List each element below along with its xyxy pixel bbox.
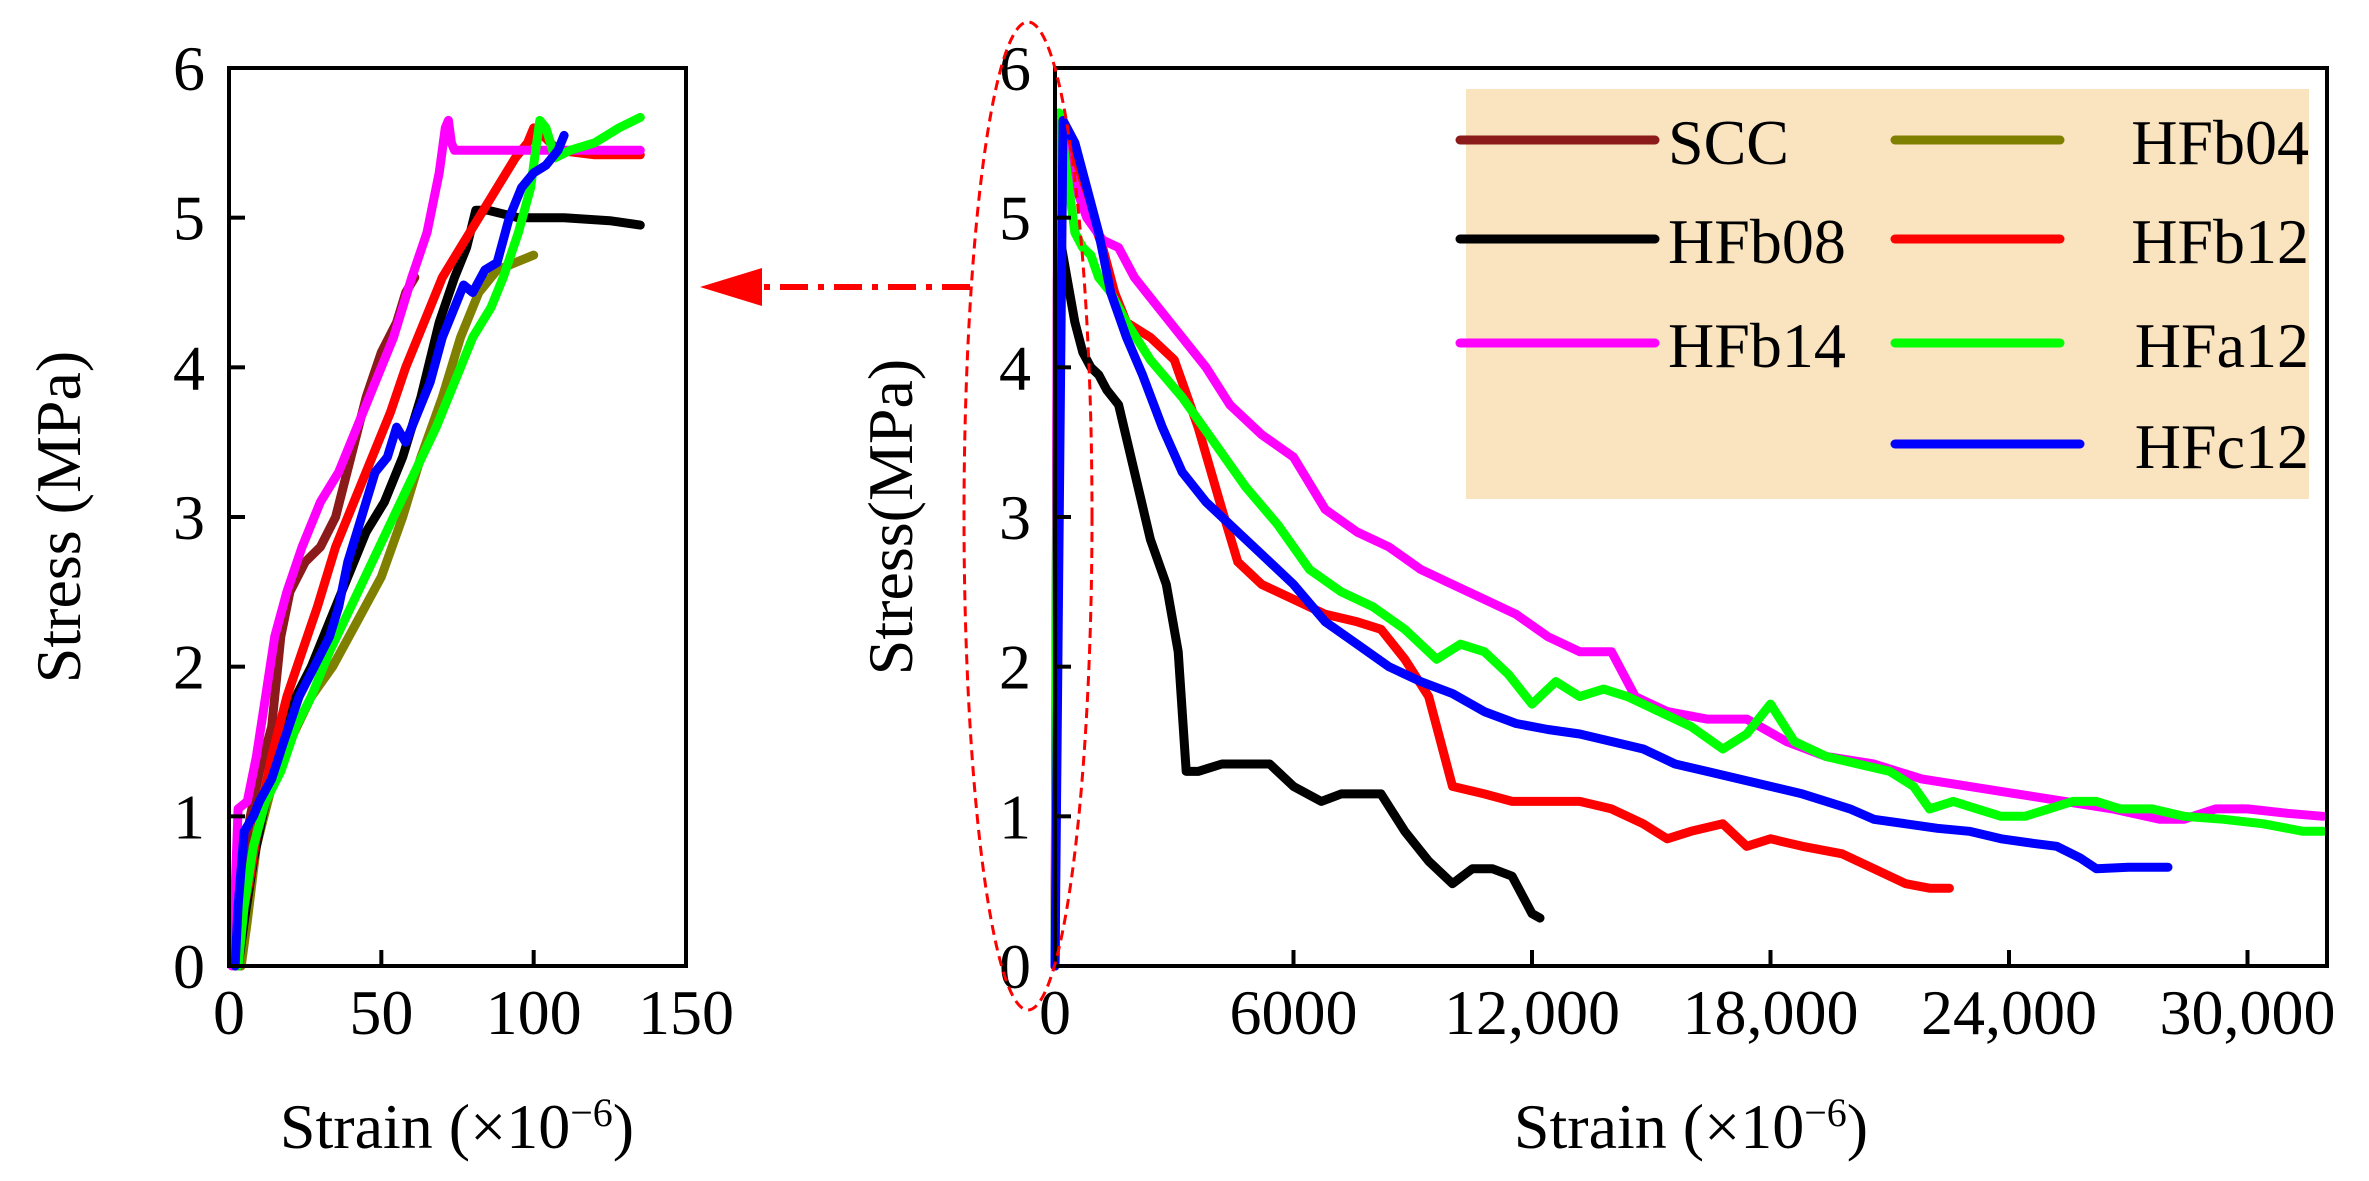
left-plot-frame [227,66,688,968]
left-series-hfb12 [230,123,645,971]
right-x-ticks: 0 6000 12,000 18,000 24,000 30,000 [1039,950,2336,1048]
left-x-axis-title: Strain (×10−6) [280,1090,634,1163]
right-y-tick-label: 5 [999,183,1031,254]
right-series-hfc12 [1050,115,2173,971]
left-y-ticks: 0 1 2 3 4 5 6 [173,33,245,1002]
zoom-region-ellipse [962,20,1094,1012]
right-x-tick-label: 24,000 [1921,977,2097,1048]
right-series-hfb08 [1050,228,1545,971]
legend-label-scc: SCC [1668,107,1789,178]
legend-label-hfb04: HFb04 [2131,107,2309,178]
left-x-tick-label: 150 [638,977,734,1048]
left-series-group [227,112,645,971]
right-chart: 0 6000 12,000 18,000 24,000 30,000 0 1 2 3 4 5 6 St… [700,20,2336,1163]
left-y-tick-label: 3 [173,482,205,553]
left-x-ticks: 0 50 100 150 [213,950,734,1048]
right-x-tick-label: 12,000 [1444,977,1620,1048]
left-y-tick-label: 1 [173,781,205,852]
right-y-tick-label: 1 [999,781,1031,852]
right-x-axis-title: Strain (×10−6) [1514,1090,1868,1163]
left-y-tick-label: 6 [173,33,205,104]
right-y-tick-label: 2 [999,632,1031,703]
legend-background [1466,89,2309,499]
right-y-axis-title: Stress(MPa) [855,359,926,675]
legend: SCC HFb04 HFb08 HFb12 HFb14 HFa12 HFc12 [1455,107,2309,482]
legend-label-hfb12: HFb12 [2131,206,2309,277]
legend-label-hfb08: HFb08 [1668,206,1846,277]
right-x-tick-label: 30,000 [2160,977,2336,1048]
right-x-tick-label: 18,000 [1683,977,1859,1048]
zoom-arrow-head [700,268,762,306]
left-chart: 0 50 100 150 0 1 2 3 4 5 6 Strain (×10−6) Stress … [23,33,734,1162]
left-x-tick-label: 50 [349,977,413,1048]
left-y-tick-label: 2 [173,632,205,703]
legend-label-hfb14: HFb14 [1668,310,1846,381]
right-y-tick-label: 4 [999,332,1031,403]
left-x-tick-label: 100 [486,977,582,1048]
left-y-tick-label: 4 [173,332,205,403]
left-series-hfc12 [230,130,569,971]
right-y-tick-label: 6 [999,33,1031,104]
left-series-hfa12 [233,112,645,971]
left-y-tick-label: 0 [173,931,205,1002]
right-y-ticks: 0 1 2 3 4 5 6 [999,33,1071,1002]
legend-label-hfc12: HFc12 [2135,411,2309,482]
left-x-tick-label: 0 [213,977,245,1048]
right-y-tick-label: 0 [999,931,1031,1002]
left-y-tick-label: 5 [173,183,205,254]
left-series-hfb08 [233,205,645,971]
zoom-arrow [700,268,970,306]
legend-label-hfa12: HFa12 [2135,310,2309,381]
right-series-hfa12 [1050,108,2328,971]
right-x-tick-label: 6000 [1230,977,1358,1048]
right-x-tick-label: 0 [1039,977,1071,1048]
right-y-tick-label: 3 [999,482,1031,553]
left-series-hfb14 [227,115,645,971]
left-y-axis-title: Stress (MPa) [23,351,94,683]
